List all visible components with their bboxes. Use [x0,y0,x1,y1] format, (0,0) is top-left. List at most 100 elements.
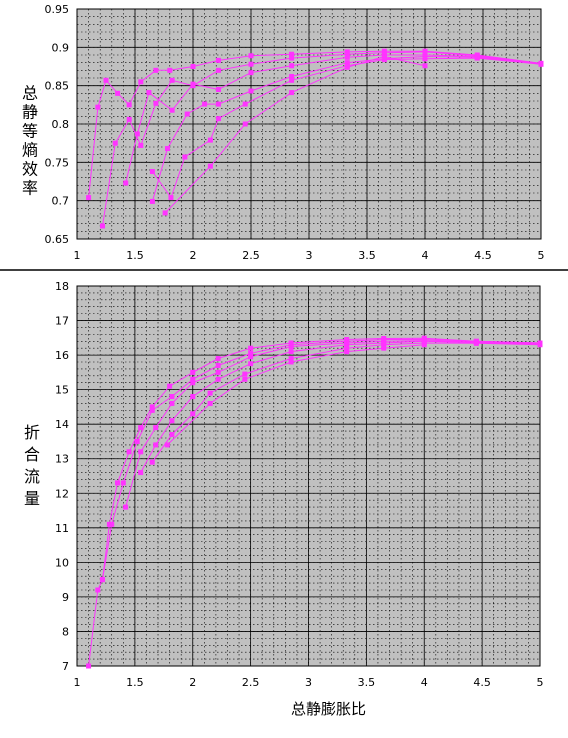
data-point [153,442,159,448]
data-point [215,356,221,362]
y-tick-label: 17 [55,315,69,328]
x-tick-label: 5 [538,249,545,262]
data-point [167,67,173,73]
y-tick-label: 0.7 [52,195,70,208]
data-point [248,61,254,67]
data-point [289,63,295,69]
data-point [248,345,254,351]
data-point [422,49,428,55]
data-point [182,154,188,160]
data-point [344,51,350,57]
data-point [138,79,144,85]
plot-border [76,8,542,240]
data-point [288,349,294,355]
x-tick-label: 2.5 [242,249,260,262]
series-line [151,55,542,202]
data-point [190,64,196,69]
data-point [344,60,350,66]
data-point [381,57,387,63]
x-tick-label: 4.5 [473,676,491,689]
plot-border [76,285,541,667]
data-point [115,480,121,486]
y-tick-label: 16 [55,349,69,362]
data-point [207,163,213,169]
data-point [248,53,254,59]
data-point [421,342,427,348]
data-point [248,70,254,76]
data-point [248,88,254,94]
x-tick-label: 5 [537,676,544,689]
data-point [248,354,254,360]
data-point [169,418,175,424]
data-point [216,87,222,92]
data-point [100,223,106,229]
data-point [473,340,479,346]
data-point [167,383,173,389]
x-tick-label: 1.5 [126,676,144,689]
data-point [216,57,222,63]
data-point [474,55,480,61]
efficiency-chart: 0.65 0.7 0.75 0.8 0.85 0.9 0.95 1 1.5 2 2.5 3 3.5 4 4.… [22,3,545,262]
data-point [153,100,159,106]
x-tick-label: 1 [74,676,81,689]
data-point [126,449,132,455]
y-tick-label: 0.75 [45,156,70,169]
x-tick-label: 2.5 [242,676,260,689]
data-point [288,343,294,349]
data-point [288,356,294,362]
data-point [115,90,121,96]
data-point [190,394,196,400]
y-tick-label: 15 [55,384,69,397]
data-point [289,77,295,83]
y-tick-label: 9 [62,591,69,604]
data-point [190,380,196,386]
data-point [169,107,175,113]
data-point [207,400,213,406]
x-tick-label: 4 [422,249,429,262]
data-point [215,362,221,368]
data-point [103,77,109,83]
data-point [242,101,248,107]
data-point [149,404,155,410]
data-point [248,361,254,367]
data-point [207,137,213,143]
x-axis-label: 总静膨胀比 [291,700,366,718]
data-point [344,342,350,348]
flow-chart: 7 8 9 10 11 12 13 14 15 16 17 18 1 1.5 2 2.5 3 3.5 4 4.5 5 折合… [24,280,544,718]
x-tick-label: 3.5 [358,676,376,689]
data-point [168,195,174,201]
data-point [169,77,175,83]
data-point [164,442,170,448]
data-point [109,521,115,527]
data-point [344,54,350,60]
y-tick-label: 11 [55,522,69,535]
data-point [169,400,175,406]
data-point [164,146,170,152]
y-tick-label: 0.8 [52,118,70,131]
data-point [344,345,350,351]
series-line [88,337,541,667]
data-point [202,101,208,107]
y-tick-label: 14 [55,418,69,431]
data-point [381,342,387,348]
data-point [289,90,295,96]
data-point [112,140,118,146]
y-tick-label: 8 [62,625,69,638]
data-point [169,432,175,438]
data-point [190,369,196,375]
data-point [381,345,387,351]
data-point [344,349,350,355]
series-6 [164,342,427,448]
data-point [162,210,168,216]
data-point [149,169,155,175]
x-tick-label: 2 [190,249,197,262]
x-tick-label: 3 [306,249,313,262]
data-point [149,198,155,204]
data-point [190,81,196,87]
data-point [242,371,248,377]
data-point [207,390,213,396]
data-point [216,116,222,122]
data-point [422,63,428,69]
x-tick-label: 2 [189,676,196,689]
data-point [86,663,92,669]
